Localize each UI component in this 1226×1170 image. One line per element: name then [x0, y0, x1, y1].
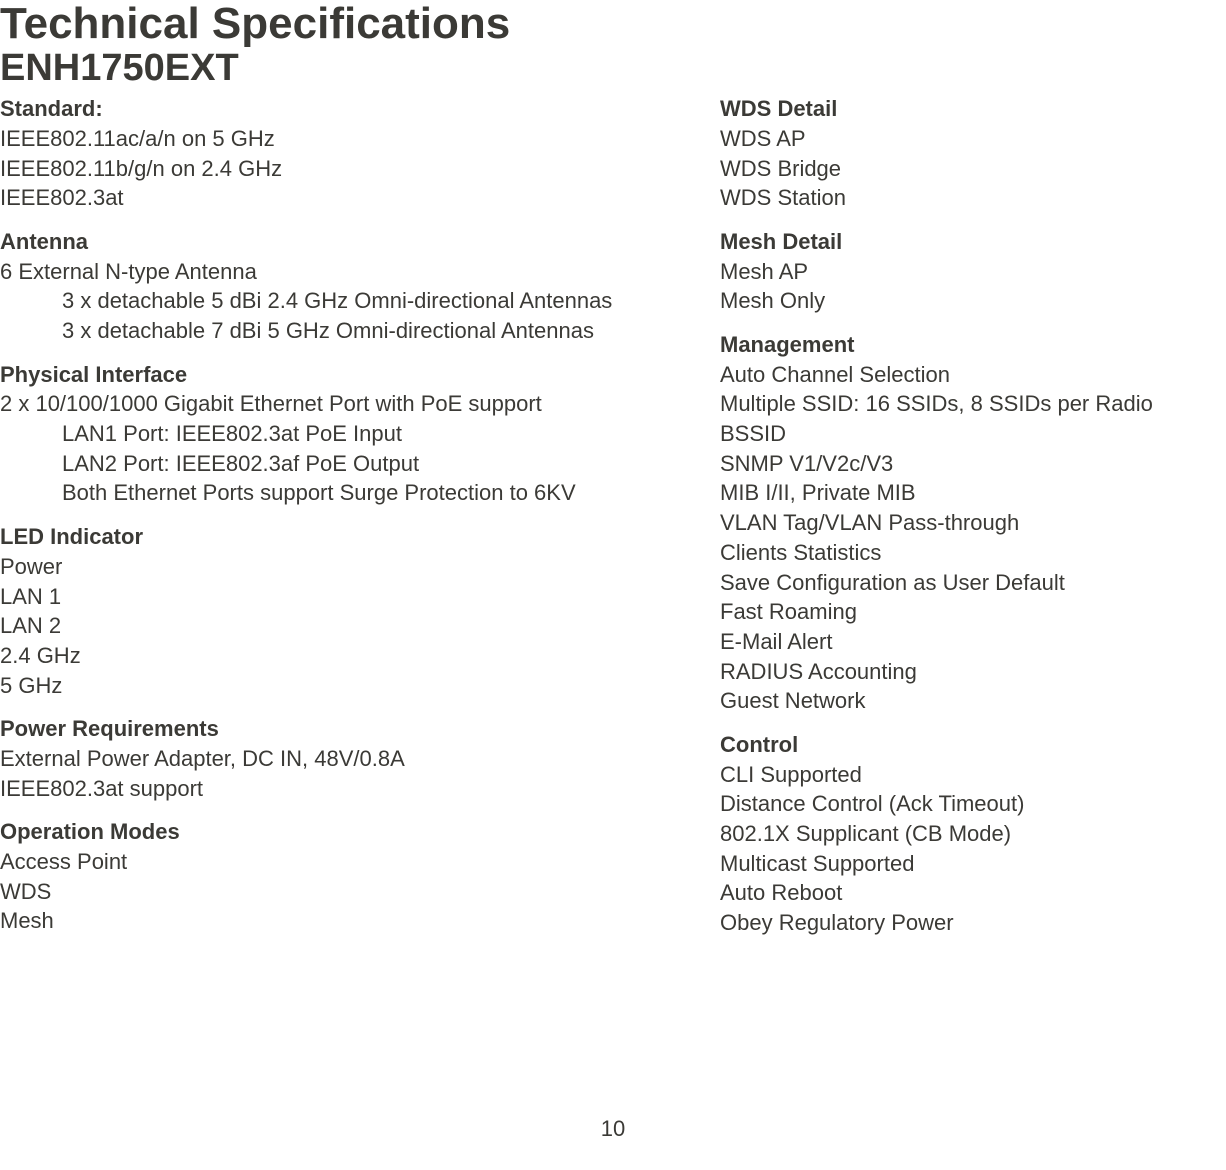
spec-line: Mesh	[0, 906, 640, 936]
spec-line: Multicast Supported	[720, 849, 1200, 879]
right-column: WDS Detail WDS AP WDS Bridge WDS Station…	[720, 94, 1200, 938]
spec-line: VLAN Tag/VLAN Pass-through	[720, 508, 1200, 538]
spec-line: 802.1X Supplicant (CB Mode)	[720, 819, 1200, 849]
spec-line: Clients Statistics	[720, 538, 1200, 568]
spec-line: External Power Adapter, DC IN, 48V/0.8A	[0, 744, 640, 774]
spec-subline: 3 x detachable 7 dBi 5 GHz Omni-directio…	[0, 316, 640, 346]
spec-subline: LAN1 Port: IEEE802.3at PoE Input	[0, 419, 640, 449]
spec-line: Auto Reboot	[720, 878, 1200, 908]
control-head: Control	[720, 730, 1200, 760]
spec-line: Distance Control (Ack Timeout)	[720, 789, 1200, 819]
antenna-head: Antenna	[0, 227, 640, 257]
spec-line: LAN 2	[0, 611, 640, 641]
spec-subline: Both Ethernet Ports support Surge Protec…	[0, 478, 640, 508]
spec-line: Fast Roaming	[720, 597, 1200, 627]
model-number: ENH1750EXT	[0, 48, 1226, 90]
spec-line: WDS Bridge	[720, 154, 1200, 184]
wds-head: WDS Detail	[720, 94, 1200, 124]
left-column: Standard: IEEE802.11ac/a/n on 5 GHz IEEE…	[0, 94, 640, 938]
spec-line: WDS Station	[720, 183, 1200, 213]
spec-line: MIB I/II, Private MIB	[720, 478, 1200, 508]
physical-head: Physical Interface	[0, 360, 640, 390]
management-head: Management	[720, 330, 1200, 360]
spec-line: Obey Regulatory Power	[720, 908, 1200, 938]
spec-line: 2 x 10/100/1000 Gigabit Ethernet Port wi…	[0, 389, 640, 419]
spec-line: WDS AP	[720, 124, 1200, 154]
standard-head: Standard:	[0, 94, 640, 124]
spec-line: Power	[0, 552, 640, 582]
spec-line: E-Mail Alert	[720, 627, 1200, 657]
spec-line: 6 External N-type Antenna	[0, 257, 640, 287]
spec-line: SNMP V1/V2c/V3	[720, 449, 1200, 479]
spec-line: IEEE802.3at	[0, 183, 640, 213]
spec-line: IEEE802.11ac/a/n on 5 GHz	[0, 124, 640, 154]
power-head: Power Requirements	[0, 714, 640, 744]
spec-line: BSSID	[720, 419, 1200, 449]
spec-line: WDS	[0, 877, 640, 907]
spec-line: CLI Supported	[720, 760, 1200, 790]
spec-line: Access Point	[0, 847, 640, 877]
mesh-head: Mesh Detail	[720, 227, 1200, 257]
spec-line: Auto Channel Selection	[720, 360, 1200, 390]
spec-line: Mesh Only	[720, 286, 1200, 316]
spec-subline: LAN2 Port: IEEE802.3af PoE Output	[0, 449, 640, 479]
spec-line: LAN 1	[0, 582, 640, 612]
spec-line: Multiple SSID: 16 SSIDs, 8 SSIDs per Rad…	[720, 389, 1200, 419]
spec-subline: 3 x detachable 5 dBi 2.4 GHz Omni-direct…	[0, 286, 640, 316]
spec-line: 2.4 GHz	[0, 641, 640, 671]
page-number: 10	[0, 1116, 1226, 1142]
page-title: Technical Specifications	[0, 0, 1226, 48]
spec-line: IEEE802.3at support	[0, 774, 640, 804]
spec-line: Guest Network	[720, 686, 1200, 716]
spec-line: RADIUS Accounting	[720, 657, 1200, 687]
columns: Standard: IEEE802.11ac/a/n on 5 GHz IEEE…	[0, 94, 1226, 938]
operation-modes-head: Operation Modes	[0, 817, 640, 847]
spec-line: Mesh AP	[720, 257, 1200, 287]
spec-line: Save Configuration as User Default	[720, 568, 1200, 598]
spec-line: 5 GHz	[0, 671, 640, 701]
led-head: LED Indicator	[0, 522, 640, 552]
spec-line: IEEE802.11b/g/n on 2.4 GHz	[0, 154, 640, 184]
